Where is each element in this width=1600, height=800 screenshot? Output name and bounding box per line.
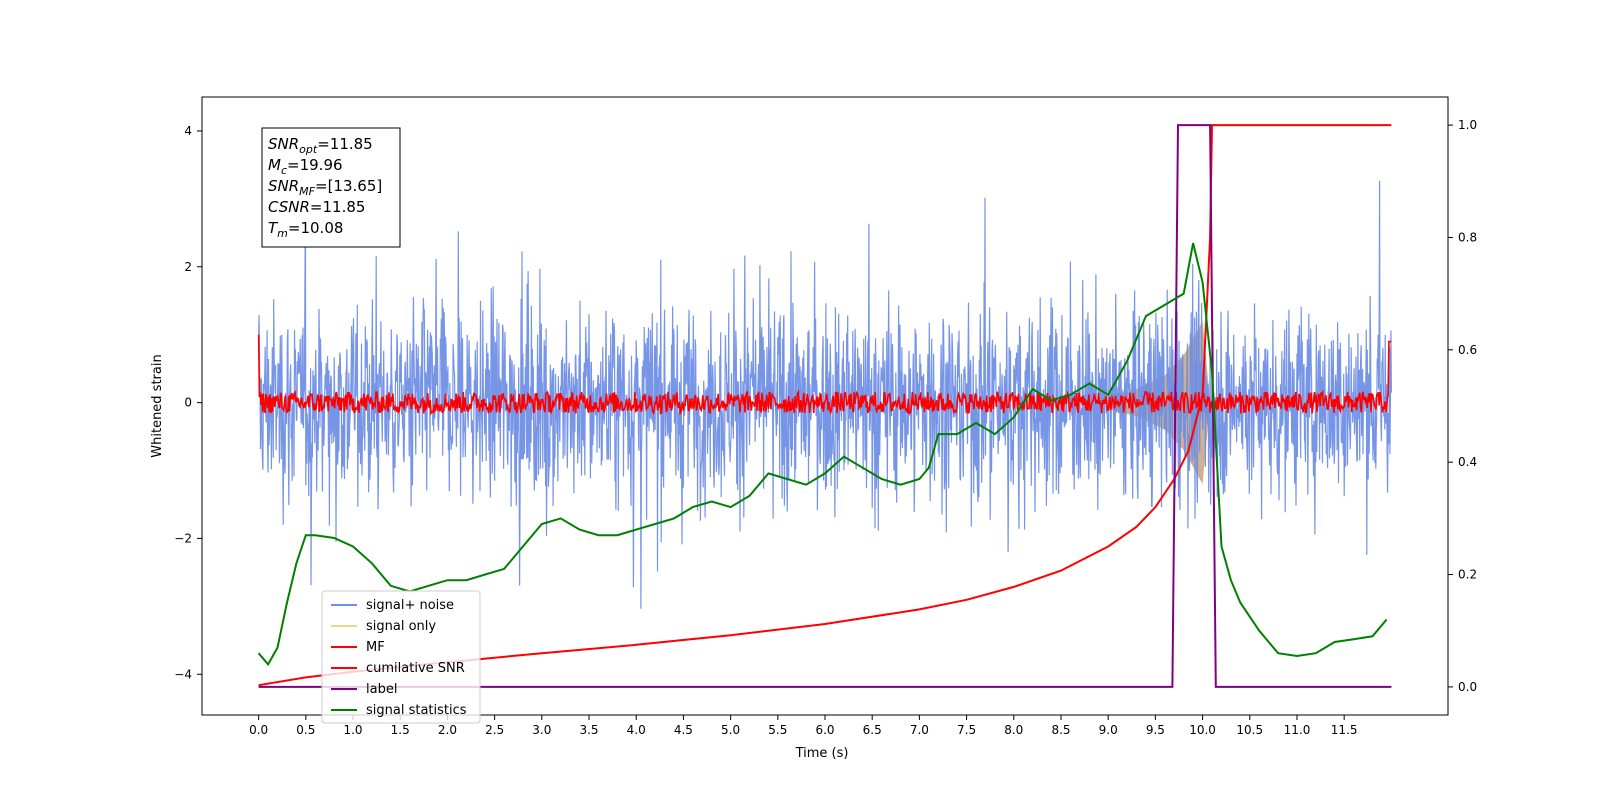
x-tick-label: 1.0 (343, 723, 362, 737)
x-tick-label: 9.5 (1146, 723, 1165, 737)
x-tick-label: 4.5 (674, 723, 693, 737)
x-tick-label: 8.0 (1004, 723, 1023, 737)
x-tick-label: 1.5 (391, 723, 410, 737)
legend-label: signal statistics (366, 703, 467, 718)
x-tick-label: 10.0 (1189, 723, 1216, 737)
stats-annotation: SNRopt=11.85Mc=19.96SNRMF=[13.65]CSNR=11… (261, 127, 401, 248)
x-tick-label: 7.5 (957, 723, 976, 737)
y2-tick-label: 0.0 (1458, 680, 1477, 694)
annotation-line: Tm=10.08 (268, 219, 343, 240)
legend-label: MF (366, 640, 385, 655)
y-tick-label: −4 (174, 667, 192, 681)
annotation-box (261, 127, 401, 248)
axes: 0.0 0.5 1.0 1.5 2.0 2.5 3.0 3.5 4.0 4.5 5.0 5.5 6.0 6… (174, 118, 1477, 737)
x-tick-label: 3.5 (579, 723, 598, 737)
legend-label: signal only (366, 619, 436, 634)
x-tick-label: 2.5 (485, 723, 504, 737)
legend-label: label (366, 682, 397, 697)
annotation-line: SNRMF=[13.65] (268, 177, 382, 198)
annotation-line: SNRopt=11.85 (268, 135, 373, 156)
legend-label: signal+ noise (366, 598, 454, 613)
x-tick-label: 5.5 (768, 723, 787, 737)
x-tick-label: 11.5 (1331, 723, 1358, 737)
y2-tick-label: 1.0 (1458, 118, 1477, 132)
y-tick-label: 4 (184, 124, 192, 138)
annotation-line: CSNR=11.85 (268, 198, 365, 216)
x-tick-label: 6.5 (863, 723, 882, 737)
legend-label: cumilative SNR (366, 661, 465, 676)
x-tick-label: 8.5 (1051, 723, 1070, 737)
x-tick-label: 4.0 (627, 723, 646, 737)
y2-tick-label: 0.8 (1458, 230, 1477, 244)
signal-noise-line (258, 180, 1392, 609)
x-tick-label: 5.0 (721, 723, 740, 737)
y-axis-label: Whitened strain (150, 354, 165, 457)
x-tick-label: 0.0 (249, 723, 268, 737)
right-axis-series (257, 124, 1392, 688)
x-tick-label: 3.0 (532, 723, 551, 737)
legend-box (321, 590, 481, 724)
annotation-line: Mc=19.96 (268, 156, 343, 177)
signal-statistics-line (257, 242, 1388, 667)
y-tick-label: 2 (184, 260, 192, 274)
x-axis-label: Time (s) (795, 746, 849, 761)
x-tick-label: 11.0 (1284, 723, 1311, 737)
label-line (258, 124, 1392, 688)
x-tick-label: 10.5 (1236, 723, 1263, 737)
y2-tick-label: 0.6 (1458, 343, 1477, 357)
y2-tick-label: 0.2 (1458, 568, 1477, 582)
y-tick-label: 0 (184, 396, 192, 410)
y-tick-label: −2 (174, 531, 192, 545)
x-tick-label: 9.0 (1099, 723, 1118, 737)
x-tick-label: 6.0 (815, 723, 834, 737)
x-tick-label: 0.5 (296, 723, 315, 737)
x-tick-label: 7.0 (910, 723, 929, 737)
legend: signal+ noise signal only MF cumilative SNR… (321, 590, 481, 724)
y2-tick-label: 0.4 (1458, 455, 1477, 469)
signal-noise-series (258, 180, 1392, 609)
x-tick-label: 2.0 (438, 723, 457, 737)
